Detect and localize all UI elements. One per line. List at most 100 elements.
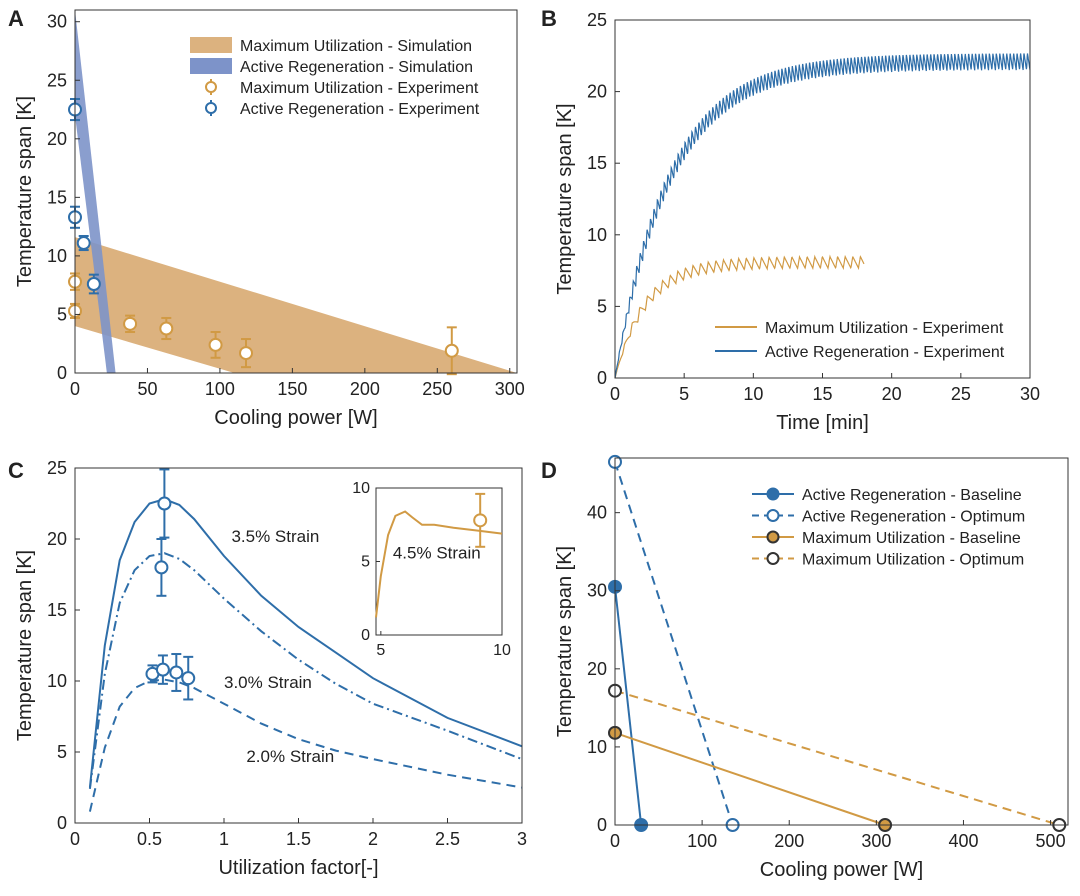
x-tick-label: 10 [743, 384, 763, 404]
data-point [123, 316, 138, 331]
x-tick-label: 0 [70, 829, 80, 849]
x-tick-label: 0.5 [137, 829, 162, 849]
legend-marker [766, 509, 780, 522]
panel-b: 0 5 10 15 20 25 30 0 5 10 15 20 25 Time [min] Temperat… [541, 6, 1040, 434]
panel-a: 0 50 100 150 200 250 300 0 5 10 15 20 25 30 Cooling po… [8, 6, 525, 429]
panel-c: 3.5% Strain 3.0% Strain 2.0% Strain 0 0.5 1 1.… [8, 458, 527, 879]
x-tick-label: 0 [70, 379, 80, 399]
y-tick-label: 5 [57, 304, 67, 324]
x-axis-label: Cooling power [W] [214, 407, 377, 429]
data-point [169, 665, 184, 680]
x-tick-label: 15 [812, 384, 832, 404]
y-tick-label: 0 [57, 363, 67, 383]
y-tick-label: 30 [47, 12, 67, 32]
data-point [208, 337, 223, 352]
data-point [239, 346, 254, 361]
plot-frame [614, 457, 1069, 826]
x-tick-label: 100 [205, 379, 235, 399]
x-tick-label: 200 [350, 379, 380, 399]
x-tick-label: 400 [948, 831, 978, 851]
y-tick-label: 0 [57, 813, 67, 833]
y-tick-label: 40 [587, 503, 607, 523]
x-tick-label: 250 [422, 379, 452, 399]
legend-label: Maximum Utilization - Baseline [802, 530, 1021, 547]
legend-swatch [190, 58, 232, 74]
strain-curve-solid [88, 498, 523, 788]
legend-label: Active Regeneration - Baseline [802, 487, 1022, 504]
x-axis-label: Time [min] [776, 412, 869, 434]
inset-y-tick-label: 0 [361, 627, 370, 644]
series-line [614, 586, 643, 826]
y-tick-label: 10 [47, 246, 67, 266]
legend-label: Maximum Utilization - Simulation [240, 38, 472, 55]
y-tick-label: 25 [47, 70, 67, 90]
x-axis-label: Cooling power [W] [760, 859, 923, 881]
y-tick-label: 20 [587, 82, 607, 102]
max-util-sim-band [75, 237, 517, 373]
x-tick-label: 200 [774, 831, 804, 851]
legend-marker [766, 530, 780, 544]
inset-x-tick-label: 5 [376, 642, 385, 659]
data-point [155, 662, 170, 677]
y-tick-label: 20 [47, 129, 67, 149]
max-util-experiment-line [614, 254, 865, 379]
x-tick-label: 30 [1020, 384, 1040, 404]
data-point [76, 236, 91, 251]
x-tick-label: 0 [610, 384, 620, 404]
x-tick-label: 2.5 [435, 829, 460, 849]
strain-annotation: 2.0% Strain [246, 747, 334, 766]
series-line [614, 461, 734, 826]
strain-annotation: 3.0% Strain [224, 673, 312, 692]
strain-curve-dashed [88, 678, 523, 812]
legend-marker [766, 552, 780, 565]
x-tick-label: 500 [1036, 831, 1066, 851]
x-tick-label: 50 [137, 379, 157, 399]
data-point [444, 343, 459, 358]
inset-y-tick-label: 5 [361, 554, 370, 571]
active-regen-sim-band [75, 10, 116, 373]
data-point [154, 560, 169, 575]
legend-label: Active Regeneration - Experiment [240, 101, 480, 118]
y-tick-label: 15 [47, 187, 67, 207]
legend-label: Maximum Utilization - Experiment [240, 80, 479, 97]
inset-data-point [473, 513, 488, 528]
inset-strain-label: 4.5% Strain [393, 544, 481, 563]
y-tick-label: 25 [47, 458, 67, 478]
y-axis-label: Temperature span [K] [554, 546, 576, 737]
legend-marker [205, 102, 217, 114]
y-tick-label: 0 [597, 815, 607, 835]
legend-label: Active Regeneration - Optimum [802, 509, 1025, 526]
x-tick-label: 300 [861, 831, 891, 851]
x-tick-label: 1.5 [286, 829, 311, 849]
x-axis-label: Utilization factor[-] [218, 857, 378, 879]
inset-x-tick-label: 10 [493, 642, 511, 659]
series-line [614, 731, 886, 826]
y-tick-label: 25 [587, 10, 607, 30]
x-tick-label: 3 [517, 829, 527, 849]
data-point [159, 321, 174, 336]
panel-letter: B [541, 6, 557, 31]
y-axis-label: Temperature span [K] [14, 550, 36, 741]
active-regen-experiment-line [614, 53, 1031, 379]
y-tick-label: 10 [47, 671, 67, 691]
data-point [86, 277, 101, 292]
y-axis-label: Temperature span [K] [14, 96, 36, 287]
legend-swatch [190, 37, 232, 53]
panel-d: 0 100 200 300 400 500 0 10 20 30 40 Cooling power [… [541, 454, 1069, 881]
x-tick-label: 0 [610, 831, 620, 851]
legend-label: Maximum Utilization - Optimum [802, 552, 1024, 569]
x-tick-label: 2 [368, 829, 378, 849]
legend-label: Maximum Utilization - Experiment [765, 320, 1004, 337]
x-tick-label: 300 [495, 379, 525, 399]
x-tick-label: 20 [882, 384, 902, 404]
y-tick-label: 5 [57, 742, 67, 762]
y-tick-label: 30 [587, 581, 607, 601]
x-tick-label: 150 [277, 379, 307, 399]
y-tick-label: 15 [47, 600, 67, 620]
inset-y-tick-label: 10 [352, 480, 370, 497]
panel-letter: A [8, 6, 24, 31]
y-tick-label: 5 [597, 296, 607, 316]
x-tick-label: 25 [951, 384, 971, 404]
series-line [614, 689, 1060, 826]
